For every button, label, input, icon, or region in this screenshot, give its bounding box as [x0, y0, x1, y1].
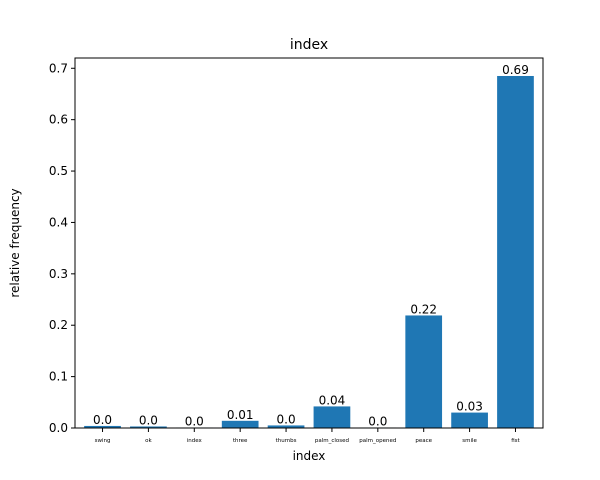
bar-ok: [130, 426, 167, 428]
y-axis-label: relative frequency: [8, 188, 22, 297]
x-axis-ticks: swing ok index three thumbs palm_closed palm_o…: [95, 428, 521, 444]
y-tick-label: 0.1: [49, 370, 68, 384]
y-tick-label: 0.6: [49, 113, 68, 127]
x-tick-label: ok: [145, 438, 152, 444]
bar-value-label: 0.04: [319, 393, 346, 407]
x-tick-label: thumbs: [276, 438, 297, 444]
plot-frame: [74, 57, 544, 429]
bar-value-label: 0.01: [227, 408, 254, 422]
x-tick-label: palm_closed: [315, 438, 349, 444]
bar-fist: [497, 75, 534, 428]
y-tick-label: 0.4: [49, 215, 68, 229]
bar-smile: [451, 412, 488, 428]
x-tick-label: fist: [511, 438, 520, 444]
y-tick-label: 0.0: [49, 421, 68, 435]
y-axis-ticks: 0.0 0.1 0.2 0.3 0.4 0.5 0.6 0.7: [49, 61, 75, 435]
bar-labels-group: 0.0 0.0 0.0 0.01 0.0 0.04 0.0 0.22 0.03 0.69: [93, 63, 529, 429]
bars-group: [84, 75, 534, 428]
bar-value-label: 0.0: [368, 414, 387, 428]
bar-peace: [405, 315, 443, 428]
bar-value-label: 0.0: [185, 414, 204, 428]
y-tick-label: 0.7: [49, 61, 68, 75]
x-axis-label: index: [293, 449, 326, 463]
x-tick-label: peace: [415, 438, 432, 444]
bar-value-label: 0.0: [139, 413, 158, 427]
x-tick-label: swing: [95, 438, 111, 444]
x-tick-label: palm_opened: [359, 438, 396, 444]
bar-palm-closed: [313, 406, 351, 428]
bar-thumbs: [267, 425, 305, 428]
bar-value-label: 0.03: [456, 400, 483, 414]
x-tick-label: smile: [462, 438, 477, 444]
y-tick-label: 0.5: [49, 164, 68, 178]
y-tick-label: 0.3: [49, 267, 68, 281]
bar-value-label: 0.22: [410, 302, 437, 316]
x-tick-label: three: [233, 438, 248, 444]
chart-title: index: [290, 37, 328, 53]
bar-value-label: 0.0: [277, 412, 296, 426]
bar-value-label: 0.0: [93, 413, 112, 427]
bar-value-label: 0.69: [502, 63, 529, 77]
y-tick-label: 0.2: [49, 318, 68, 332]
x-tick-label: index: [187, 438, 203, 444]
bar-swing: [84, 425, 121, 428]
bar-three: [221, 420, 259, 428]
